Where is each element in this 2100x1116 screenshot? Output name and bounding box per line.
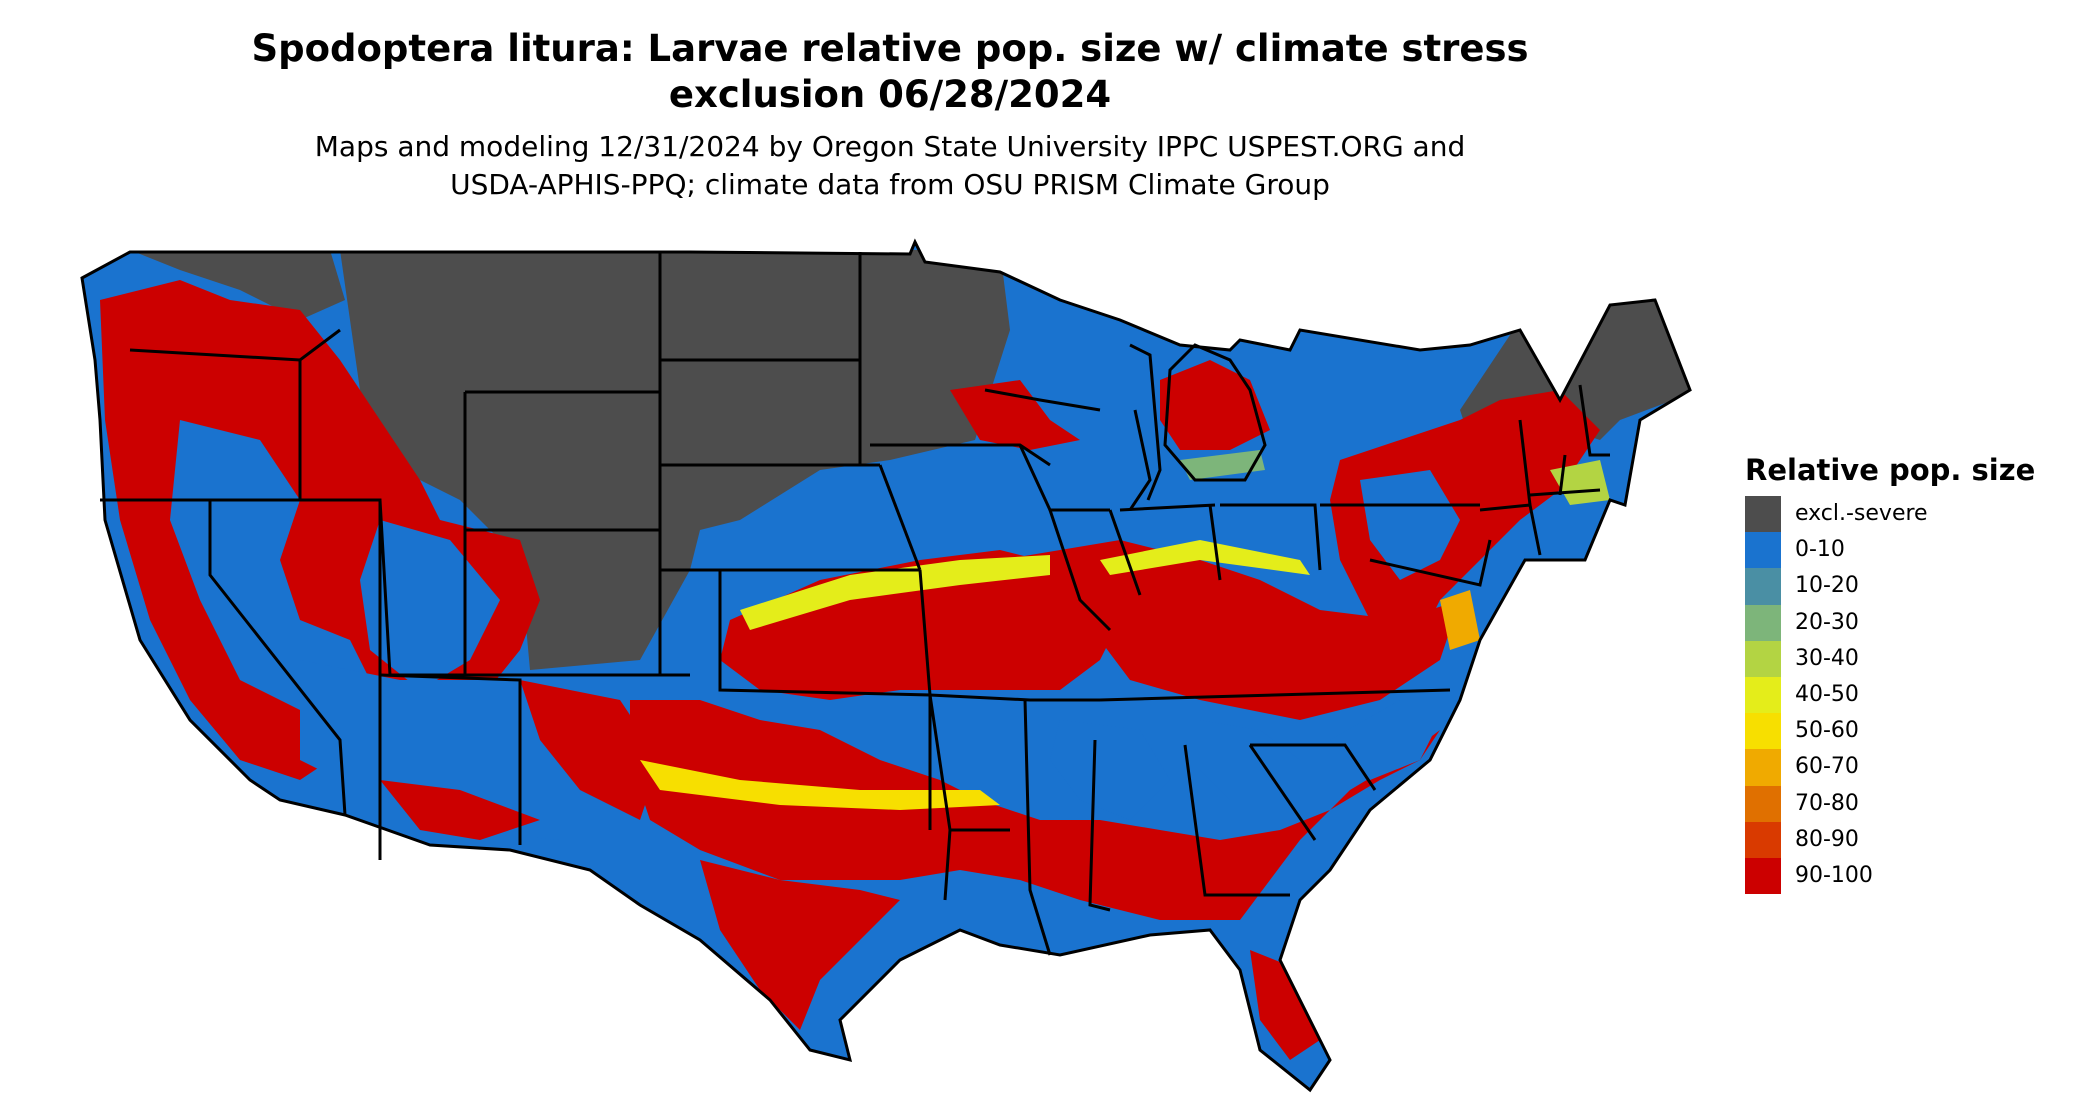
legend-swatch <box>1745 749 1781 786</box>
legend-swatch <box>1745 785 1781 822</box>
legend-item: 10-20 <box>1745 568 2035 605</box>
legend-swatch <box>1745 676 1781 714</box>
legend-item: excl.-severe <box>1745 496 2035 533</box>
legend-label: 0-10 <box>1795 537 1845 563</box>
map-subtitle: Maps and modeling 12/31/2024 by Oregon S… <box>200 128 1580 204</box>
legend-label: 50-60 <box>1795 718 1859 744</box>
legend-item: 80-90 <box>1745 821 2035 858</box>
legend-label: 90-100 <box>1795 862 1873 888</box>
map-subtitle-line-1: Maps and modeling 12/31/2024 by Oregon S… <box>314 130 1466 163</box>
legend-label: 20-30 <box>1795 609 1859 635</box>
legend-item: 0-10 <box>1745 532 2035 569</box>
legend-swatch <box>1745 532 1781 569</box>
legend-item: 60-70 <box>1745 749 2035 786</box>
legend-item: 70-80 <box>1745 785 2035 822</box>
legend-label: 80-90 <box>1795 826 1859 852</box>
map-title-line-1: Spodoptera litura: Larvae relative pop. … <box>251 27 1529 70</box>
legend-title: Relative pop. size <box>1745 453 2036 487</box>
legend-label: excl.-severe <box>1795 501 1928 527</box>
legend-swatch <box>1745 821 1781 858</box>
legend-item: 50-60 <box>1745 713 2035 750</box>
legend-swatch <box>1745 496 1781 533</box>
legend-item: 90-100 <box>1745 857 2035 895</box>
legend-swatch <box>1745 640 1781 677</box>
us-map <box>70 230 1700 1114</box>
state-borders <box>80 238 1692 1093</box>
us-map-svg <box>80 238 1692 1093</box>
legend-label: 40-50 <box>1795 682 1859 708</box>
legend-label: 10-20 <box>1795 573 1859 599</box>
legend-items: excl.-severe 0-10 10-20 20-30 30-40 40-50 50-6… <box>1745 496 2035 895</box>
legend-swatch <box>1745 713 1781 750</box>
map-fill <box>82 242 1690 1090</box>
map-title-line-2: exclusion 06/28/2024 <box>668 73 1112 116</box>
legend-swatch <box>1745 604 1781 641</box>
legend-item: 40-50 <box>1745 676 2035 714</box>
legend-item: 30-40 <box>1745 640 2035 677</box>
map-subtitle-line-2: USDA-APHIS-PPQ; climate data from OSU PR… <box>450 168 1330 201</box>
map-legend: Relative pop. size excl.-severe 0-10 10-20… <box>1745 452 2036 895</box>
legend-label: 30-40 <box>1795 645 1859 671</box>
legend-swatch <box>1745 857 1781 895</box>
legend-label: 60-70 <box>1795 754 1859 780</box>
legend-swatch <box>1745 568 1781 605</box>
legend-item: 20-30 <box>1745 604 2035 641</box>
map-title: Spodoptera litura: Larvae relative pop. … <box>200 26 1580 118</box>
legend-label: 70-80 <box>1795 790 1859 816</box>
